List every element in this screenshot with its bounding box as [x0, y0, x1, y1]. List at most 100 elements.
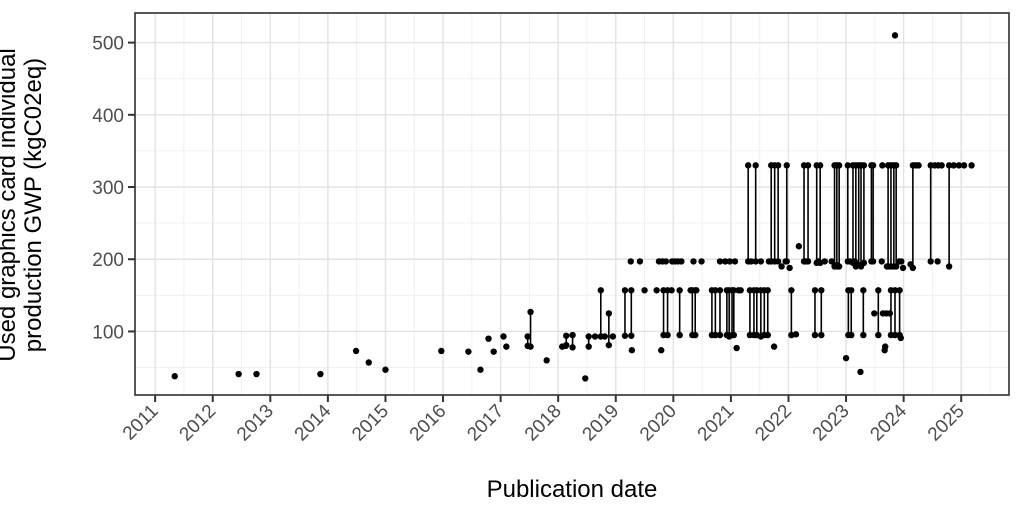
data-point	[527, 343, 534, 350]
data-point	[860, 162, 868, 169]
data-point	[898, 258, 905, 265]
data-point	[752, 162, 759, 169]
data-point	[804, 162, 812, 169]
x-tick-label: 2011	[119, 401, 163, 445]
data-point	[641, 287, 648, 294]
data-point	[477, 366, 484, 373]
data-point	[597, 287, 604, 294]
data-point	[668, 287, 675, 294]
data-point	[690, 258, 697, 265]
data-point	[621, 287, 629, 294]
data-point	[851, 258, 858, 265]
y-axis-title-line2: production GWP (kgC02eq)	[20, 57, 47, 353]
data-point	[792, 331, 800, 338]
data-point	[664, 331, 671, 339]
data-point	[878, 258, 885, 265]
data-point	[774, 258, 782, 265]
data-point	[543, 357, 550, 364]
data-point	[860, 259, 868, 267]
data-point	[818, 287, 825, 294]
x-tick-label: 2013	[233, 401, 278, 446]
data-point	[730, 331, 737, 339]
data-point	[253, 370, 260, 378]
data-point	[857, 368, 864, 376]
data-point	[945, 162, 953, 169]
data-point	[770, 343, 778, 350]
data-point	[764, 331, 771, 339]
data-segments	[524, 162, 953, 351]
data-point	[712, 287, 719, 294]
y-tick-label: 400	[92, 106, 124, 127]
x-tick-label: 2024	[866, 400, 911, 445]
data-point	[860, 331, 867, 339]
data-point	[465, 348, 472, 355]
y-axis-title-line1: Used graphics card individual	[0, 48, 21, 362]
data-point	[658, 347, 665, 354]
data-point	[605, 341, 613, 349]
data-point	[927, 258, 934, 265]
data-point	[846, 258, 854, 265]
data-point	[365, 359, 372, 366]
data-point	[731, 258, 739, 265]
data-point	[907, 261, 914, 268]
data-point	[438, 347, 445, 355]
panel-border	[134, 12, 1010, 396]
data-point	[352, 347, 360, 355]
data-point	[716, 287, 724, 294]
data-point	[676, 287, 683, 294]
x-tick-label: 2019	[579, 401, 624, 446]
data-point	[628, 332, 635, 339]
data-point	[934, 258, 941, 265]
x-tick-label: 2020	[636, 401, 681, 446]
data-point	[786, 264, 793, 272]
data-point	[627, 258, 634, 265]
data-point	[621, 332, 629, 339]
data-point	[585, 333, 592, 340]
data-point	[892, 263, 900, 270]
y-axis-title: Used graphics card individual production…	[0, 0, 53, 416]
data-point	[636, 258, 644, 265]
data-point	[653, 287, 660, 294]
data-point	[605, 310, 613, 317]
data-point	[716, 258, 724, 265]
data-point	[609, 333, 617, 340]
data-point	[503, 343, 510, 350]
y-tick-label: 100	[92, 322, 124, 343]
data-point	[842, 354, 850, 362]
data-point	[828, 258, 835, 265]
data-point	[950, 162, 957, 169]
data-point	[585, 343, 592, 350]
data-point	[869, 258, 877, 265]
data-point	[764, 287, 771, 294]
data-point	[834, 263, 841, 270]
x-axis-title: Publication date	[486, 476, 658, 503]
data-point	[875, 331, 882, 339]
data-point	[562, 342, 569, 350]
data-point	[171, 373, 178, 380]
data-point	[960, 162, 968, 169]
y-axis-ticks: 100 200 300 400 500	[92, 34, 135, 343]
data-point	[882, 343, 889, 350]
data-point	[860, 287, 867, 294]
data-point	[744, 162, 752, 169]
data-point	[879, 162, 886, 169]
data-point	[869, 162, 877, 169]
data-point	[730, 287, 737, 294]
data-point	[886, 310, 894, 317]
data-point	[698, 258, 705, 265]
data-point	[897, 334, 904, 342]
data-point	[752, 258, 759, 265]
data-point	[818, 331, 825, 339]
data-point	[569, 331, 576, 339]
data-point	[945, 263, 953, 270]
data-point	[527, 308, 534, 316]
data-point	[811, 331, 819, 339]
data-point	[915, 162, 922, 169]
y-tick-label: 200	[92, 250, 124, 271]
data-point	[788, 287, 795, 294]
data-point	[737, 287, 744, 294]
data-point	[875, 287, 882, 294]
data-point	[795, 243, 803, 250]
